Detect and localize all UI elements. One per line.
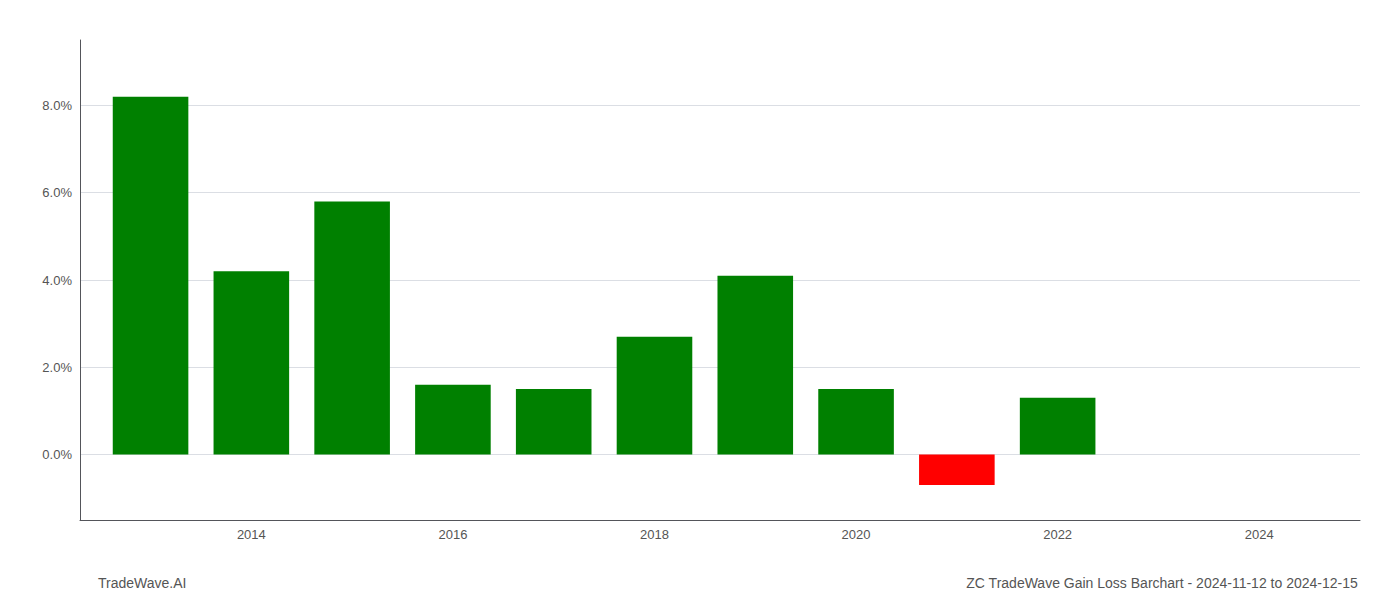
svg-text:6.0%: 6.0% (42, 185, 72, 200)
svg-text:2018: 2018 (640, 527, 669, 542)
svg-text:ZC TradeWave Gain Loss Barchar: ZC TradeWave Gain Loss Barchart - 2024-1… (966, 575, 1358, 591)
svg-text:TradeWave.AI: TradeWave.AI (98, 575, 186, 591)
svg-text:2014: 2014 (237, 527, 266, 542)
svg-text:2.0%: 2.0% (42, 360, 72, 375)
svg-text:8.0%: 8.0% (42, 98, 72, 113)
svg-text:0.0%: 0.0% (42, 447, 72, 462)
svg-text:4.0%: 4.0% (42, 273, 72, 288)
svg-text:2024: 2024 (1245, 527, 1274, 542)
svg-text:2020: 2020 (842, 527, 871, 542)
svg-text:2016: 2016 (438, 527, 467, 542)
svg-text:2022: 2022 (1043, 527, 1072, 542)
